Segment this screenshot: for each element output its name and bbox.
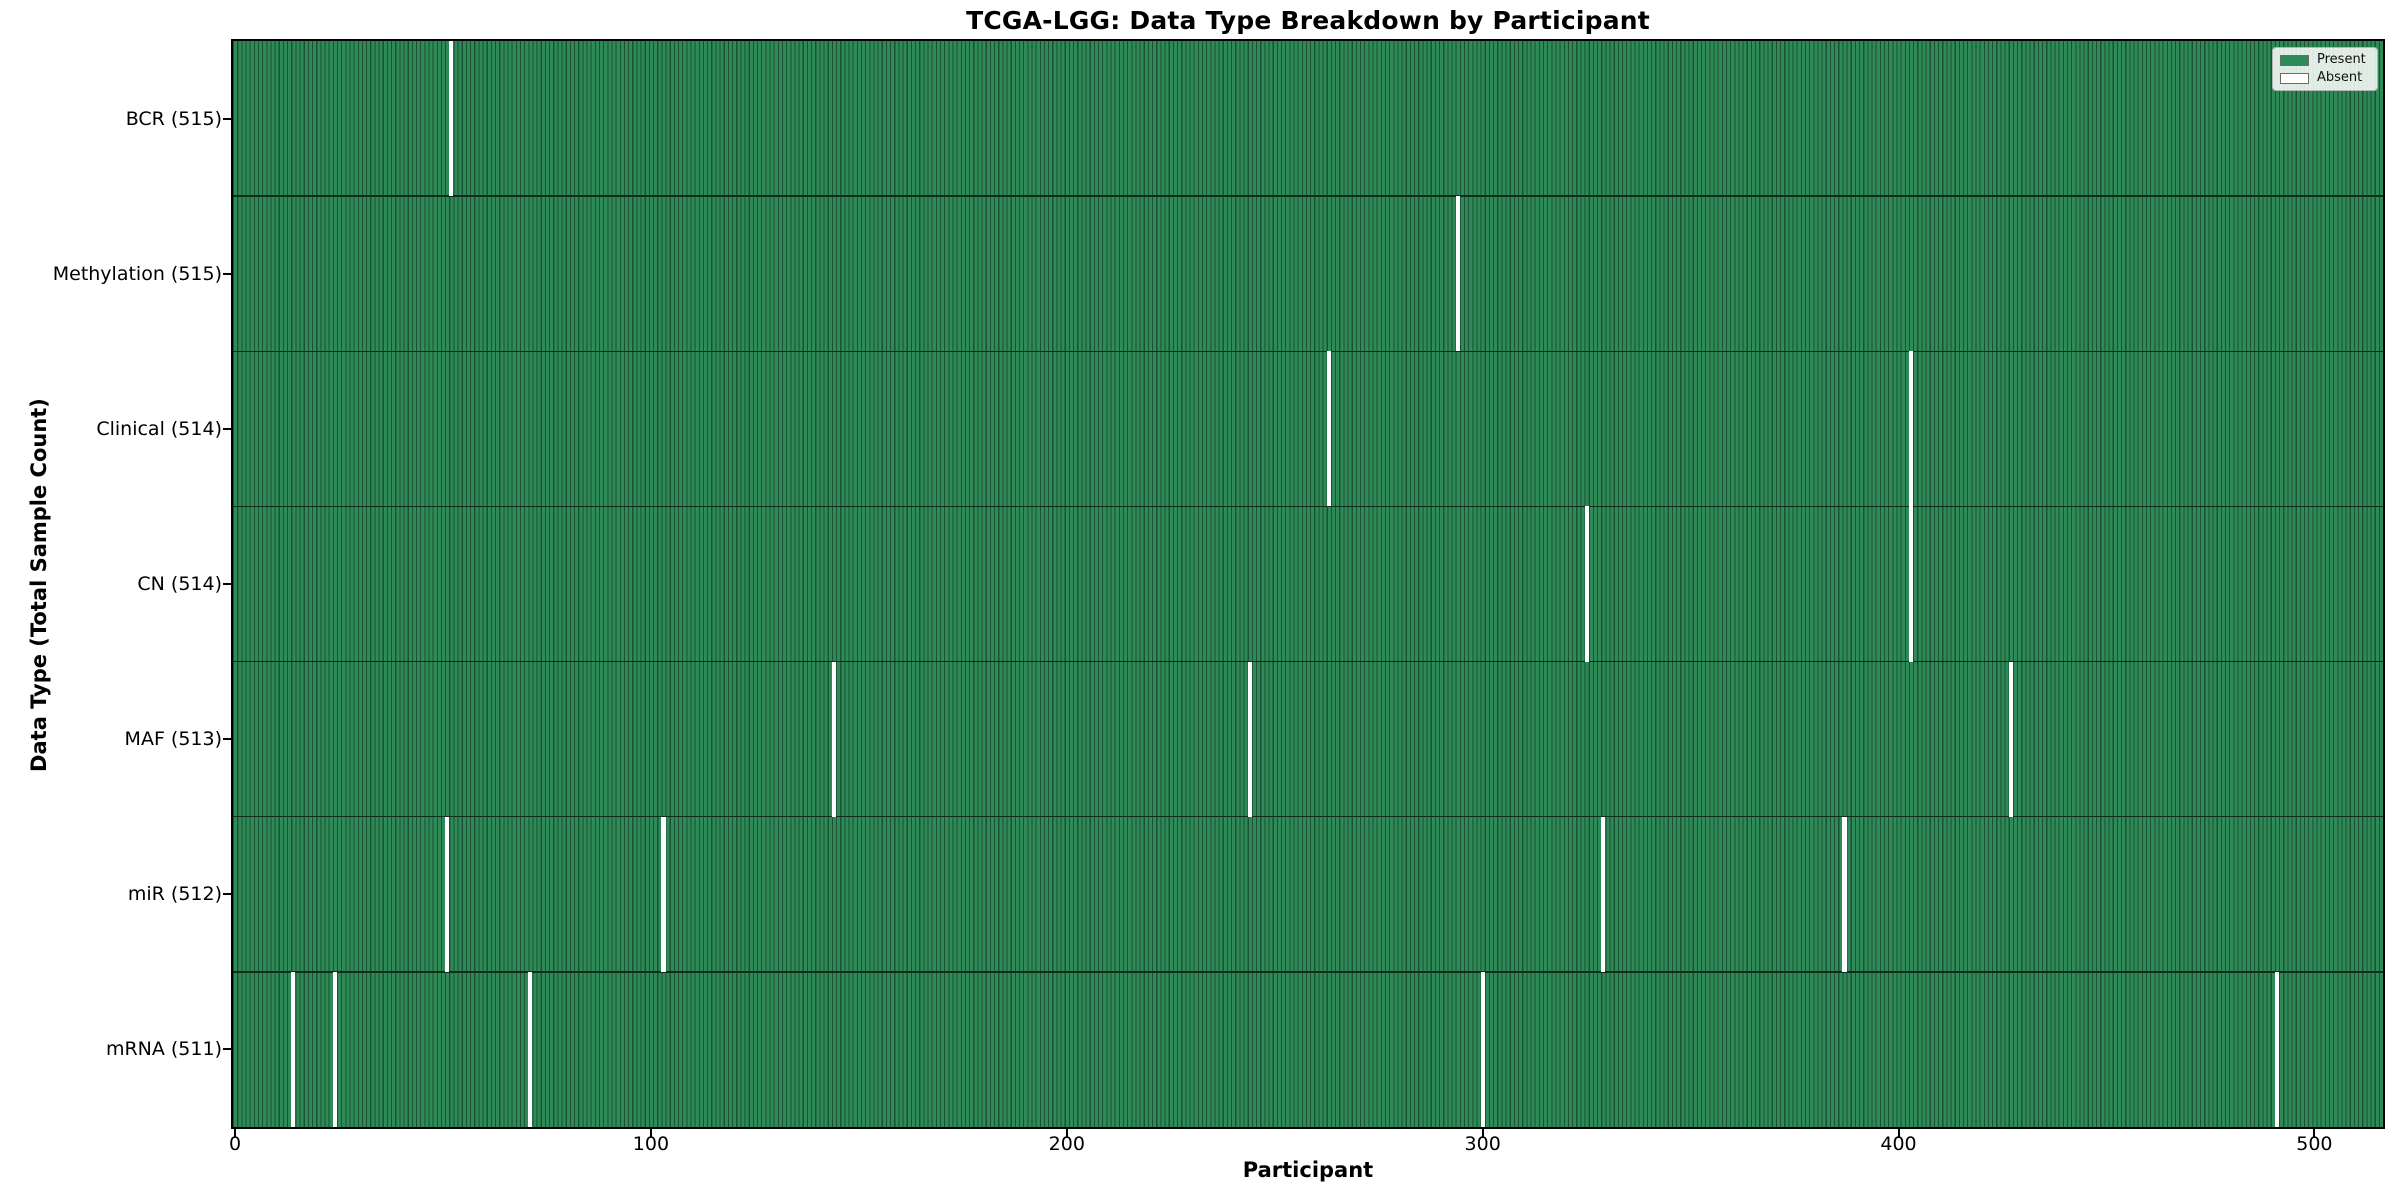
absent-gap-miR-51 [445,816,450,972]
x-tick-mark [1065,1129,1068,1138]
absent-gap-Clinical-263 [1326,351,1331,507]
x-tick-mark [1481,1129,1484,1138]
row-separator [233,660,2383,663]
plot-area [233,41,2383,1127]
row-separator [233,815,2383,818]
absent-gap-miR-103 [661,816,666,972]
y-tick-label-BCR: BCR (515) [125,107,222,130]
x-axis-label: Participant [1242,1158,1374,1182]
x-tick-label-500: 500 [2296,1133,2333,1155]
absent-gap-MAF-244 [1247,661,1252,817]
chart-title: TCGA-LGG: Data Type Breakdown by Partici… [966,6,1650,35]
y-tick-mark [223,583,232,585]
absent-gap-mRNA-300 [1480,971,1485,1127]
heatmap-row-mRNA [233,971,2383,1127]
row-separator [233,350,2383,353]
absent-gap-Methylation-294 [1455,196,1460,352]
y-tick-mark [223,117,232,120]
y-tick-label-CN: CN (514) [137,573,222,595]
absent-gap-MAF-144 [831,661,836,817]
y-tick-mark [223,1048,232,1051]
y-tick-mark [223,427,232,430]
absent-gap-mRNA-14 [291,971,296,1127]
absent-gap-mRNA-24 [332,971,337,1127]
absent-gap-BCR-52 [449,41,454,197]
legend: Present Absent [2272,47,2378,91]
x-tick-label-100: 100 [632,1133,670,1155]
absent-gap-miR-387 [1842,816,1847,972]
row-separator [233,971,2383,973]
absent-gap-miR-329 [1601,816,1606,972]
x-tick-mark [1897,1129,1900,1138]
present-swatch [2280,54,2309,66]
absent-gap-CN-325 [1584,506,1589,662]
x-tick-label-0: 0 [229,1133,242,1155]
y-tick-mark [223,272,232,275]
x-tick-mark [649,1129,652,1138]
legend-item-present: Present [2280,53,2370,67]
absent-gap-MAF-427 [2008,661,2013,817]
heatmap-row-BCR [233,41,2383,197]
x-tick-label-300: 300 [1464,1133,1501,1155]
x-tick-mark [234,1129,237,1138]
legend-label-absent: Absent [2317,70,2363,85]
absent-gap-CN-403 [1908,506,1914,662]
legend-label-present: Present [2317,52,2366,67]
row-separator [233,505,2383,508]
y-tick-label-Clinical: Clinical (514) [96,417,222,440]
y-tick-label-Methylation: Methylation (515) [52,262,222,285]
absent-gap-Clinical-403 [1908,351,1914,507]
x-tick-label-400: 400 [1880,1133,1917,1155]
row-separator [233,195,2383,197]
y-tick-label-MAF: MAF (513) [124,728,222,751]
x-tick-label-200: 200 [1048,1133,1085,1155]
x-tick-mark [2313,1129,2316,1138]
y-tick-mark [223,738,232,741]
absent-swatch [2280,72,2309,84]
legend-item-absent: Absent [2280,71,2370,85]
heatmap-row-MAF [233,661,2383,817]
y-tick-label-miR: miR (512) [127,883,222,906]
y-tick-mark [223,893,232,896]
heatmap-row-Methylation [233,196,2383,352]
heatmap-row-Clinical [233,351,2383,507]
y-tick-label-mRNA: mRNA (511) [105,1038,222,1061]
heatmap-row-CN [233,506,2383,662]
absent-gap-mRNA-71 [528,971,533,1127]
heatmap-row-miR [233,816,2383,972]
absent-gap-mRNA-491 [2274,971,2280,1127]
